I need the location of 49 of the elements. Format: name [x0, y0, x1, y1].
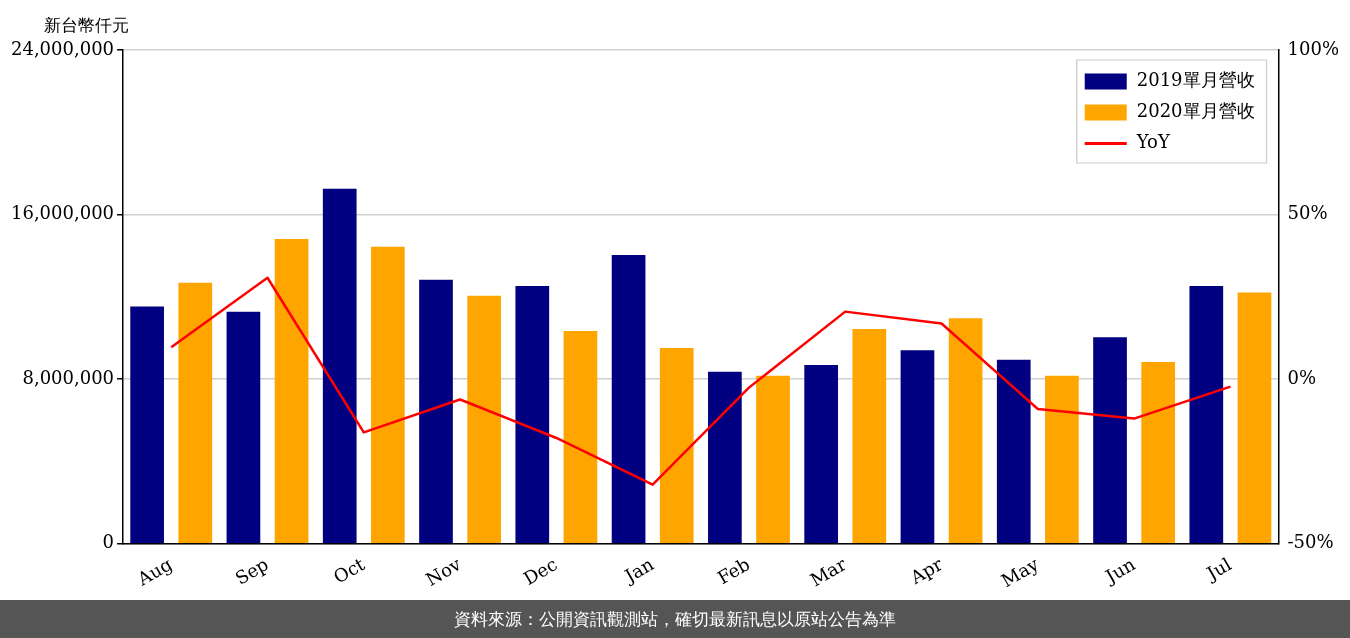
- bar: [467, 295, 501, 543]
- bar: [274, 239, 309, 543]
- y-axis-title: 新台幣仟元: [44, 14, 129, 37]
- y2-tick-label: -50%: [1287, 531, 1334, 553]
- bar: [226, 311, 261, 543]
- bar: [948, 318, 983, 543]
- y2-tick-label: 0%: [1287, 366, 1317, 388]
- x-tick-label: Oct: [329, 552, 369, 588]
- bar: [1237, 292, 1272, 543]
- bar: [1045, 375, 1079, 543]
- bar: [322, 188, 357, 543]
- y2-tick-label: 100%: [1287, 37, 1340, 59]
- x-tick-label: Dec: [519, 553, 561, 590]
- bar: [563, 330, 598, 543]
- bar: [611, 255, 646, 543]
- bar: [659, 348, 694, 543]
- x-tick-label: May: [997, 552, 1043, 592]
- bar: [178, 282, 213, 543]
- bar: [708, 371, 742, 543]
- bar: [996, 359, 1031, 543]
- y-tick-label: 0: [102, 531, 115, 553]
- x-tick-label: Jul: [1201, 553, 1235, 585]
- x-tick-label: Jan: [619, 553, 658, 588]
- x-tick-label: Jun: [1099, 553, 1139, 588]
- y-tick-label: 24,000,000: [11, 37, 115, 59]
- y2-tick-label: 50%: [1287, 202, 1328, 224]
- x-tick-label: Apr: [905, 553, 947, 589]
- y-tick-label: 16,000,000: [11, 202, 115, 224]
- x-tick-label: Feb: [713, 553, 754, 589]
- bar: [1093, 337, 1127, 543]
- bar: [515, 286, 550, 543]
- bar: [804, 365, 839, 543]
- x-tick-label: Aug: [132, 553, 176, 591]
- x-tick-label: Sep: [231, 553, 272, 589]
- source-note: 資料來源：公開資訊觀測站，確切最新訊息以原站公告為準: [0, 600, 1350, 638]
- bar: [371, 246, 405, 543]
- legend-label: YoY: [1135, 131, 1171, 153]
- bar: [130, 306, 164, 543]
- x-tick-label: Mar: [806, 553, 850, 591]
- bar: [419, 279, 453, 543]
- bar: [852, 328, 887, 543]
- bar: [1141, 362, 1176, 543]
- x-tick-label: Nov: [422, 552, 466, 590]
- legend-label: 2019單月營收: [1136, 69, 1255, 91]
- bar: [900, 350, 935, 543]
- bar: [1189, 286, 1224, 543]
- bar: [756, 375, 790, 543]
- y-tick-label: 8,000,000: [22, 366, 115, 388]
- legend-label: 2020單月營收: [1136, 100, 1255, 122]
